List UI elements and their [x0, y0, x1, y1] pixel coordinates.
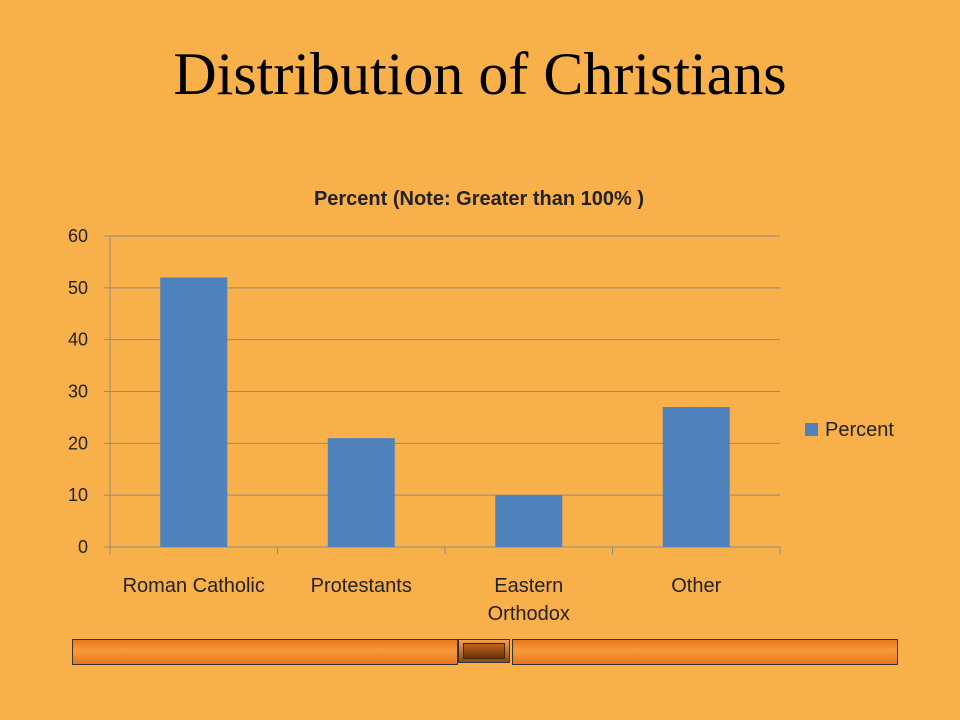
- y-tick-labels: 0 10 20 30 40 50 60: [68, 226, 88, 557]
- y-tick-label: 30: [68, 382, 88, 402]
- x-category-label: Protestants: [311, 575, 412, 597]
- bar-protestants: [327, 438, 395, 547]
- y-tick-label: 10: [68, 485, 88, 505]
- x-category-label: Other: [671, 575, 721, 597]
- bar-other: [662, 407, 730, 547]
- y-tick-label: 40: [68, 330, 88, 350]
- scrollbar[interactable]: [72, 639, 898, 665]
- y-tick-label: 60: [68, 226, 88, 246]
- bar-chart: Percent (Note: Greater than 100% ) 0 10 20…: [68, 188, 894, 625]
- slide-title: Distribution of Christians: [173, 41, 787, 107]
- bar-roman-catholic: [160, 277, 228, 547]
- bar-eastern-orthodox: [495, 495, 563, 547]
- legend-label: Percent: [825, 419, 894, 441]
- x-category-labels: Roman Catholic Protestants Eastern Orthodox…: [123, 575, 722, 625]
- x-category-label: Orthodox: [488, 603, 570, 625]
- x-category-label: Eastern: [494, 575, 563, 597]
- x-category-label: Roman Catholic: [123, 575, 265, 597]
- scrollbar-track-left[interactable]: [72, 639, 458, 665]
- chart-title: Percent (Note: Greater than 100% ): [314, 188, 644, 210]
- scrollbar-thumb-grip: [463, 643, 505, 659]
- scrollbar-track-right[interactable]: [512, 639, 898, 665]
- y-tick-label: 20: [68, 433, 88, 453]
- y-tick-label: 0: [78, 537, 88, 557]
- y-tick-label: 50: [68, 278, 88, 298]
- scrollbar-thumb[interactable]: [458, 639, 510, 663]
- bars: [160, 277, 730, 547]
- legend-swatch: [805, 423, 818, 436]
- legend: Percent: [805, 419, 894, 441]
